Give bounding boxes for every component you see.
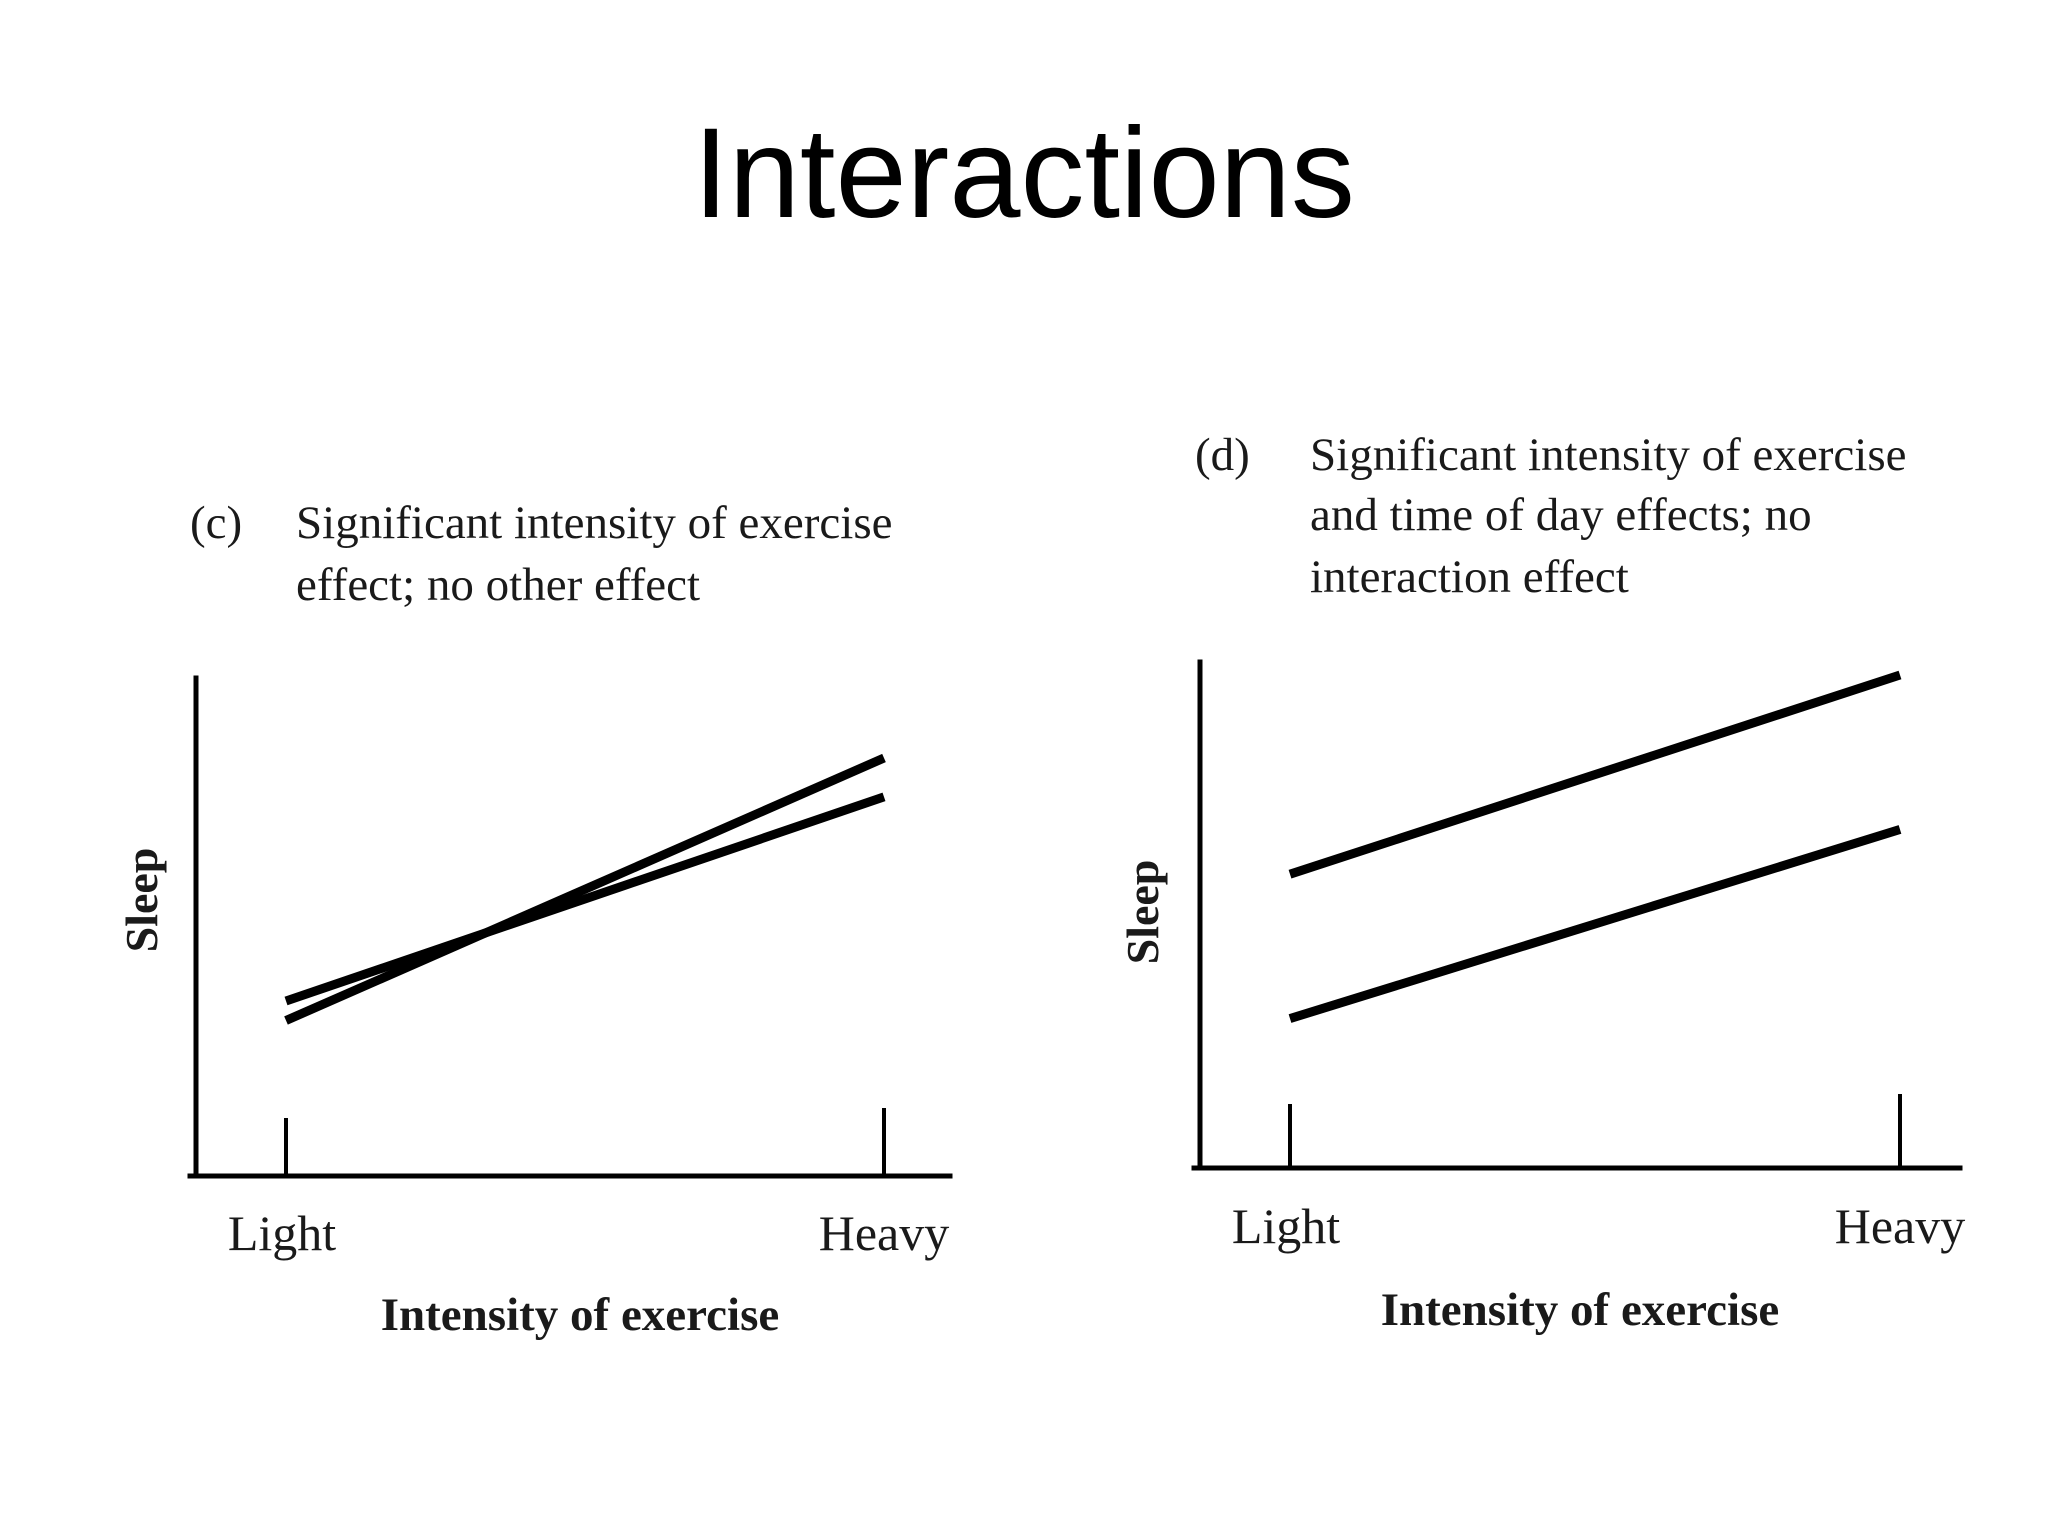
y-axis-title: Sleep bbox=[1117, 860, 1168, 965]
x-axis-title: Intensity of exercise bbox=[1381, 1284, 1780, 1336]
chart-panel-d: (d) Significant intensity of exercise an… bbox=[1117, 429, 1965, 1336]
slide-title: Interactions bbox=[693, 102, 1355, 245]
x-axis-title: Intensity of exercise bbox=[381, 1289, 780, 1341]
x-tick-label: Heavy bbox=[819, 1205, 950, 1261]
caption-line: effect; no other effect bbox=[296, 559, 700, 611]
y-axis-title: Sleep bbox=[116, 848, 167, 953]
panel-marker: (c) bbox=[190, 497, 242, 549]
x-tick-label: Light bbox=[228, 1205, 336, 1261]
caption-line: interaction effect bbox=[1310, 551, 1629, 603]
chart-panel-c: (c) Significant intensity of exercise ef… bbox=[116, 497, 953, 1341]
caption-line: Significant intensity of exercise bbox=[296, 497, 892, 549]
caption-line: Significant intensity of exercise bbox=[1310, 429, 1906, 481]
series-line-1 bbox=[1288, 670, 1902, 879]
panel-marker: (d) bbox=[1195, 429, 1250, 481]
x-tick-label: Heavy bbox=[1835, 1198, 1966, 1254]
caption-line: and time of day effects; no bbox=[1310, 489, 1812, 541]
series-line-1 bbox=[284, 753, 886, 1025]
series-line-2 bbox=[284, 792, 886, 1006]
x-tick-label: Light bbox=[1232, 1198, 1340, 1254]
series-line-2 bbox=[1288, 825, 1902, 1023]
